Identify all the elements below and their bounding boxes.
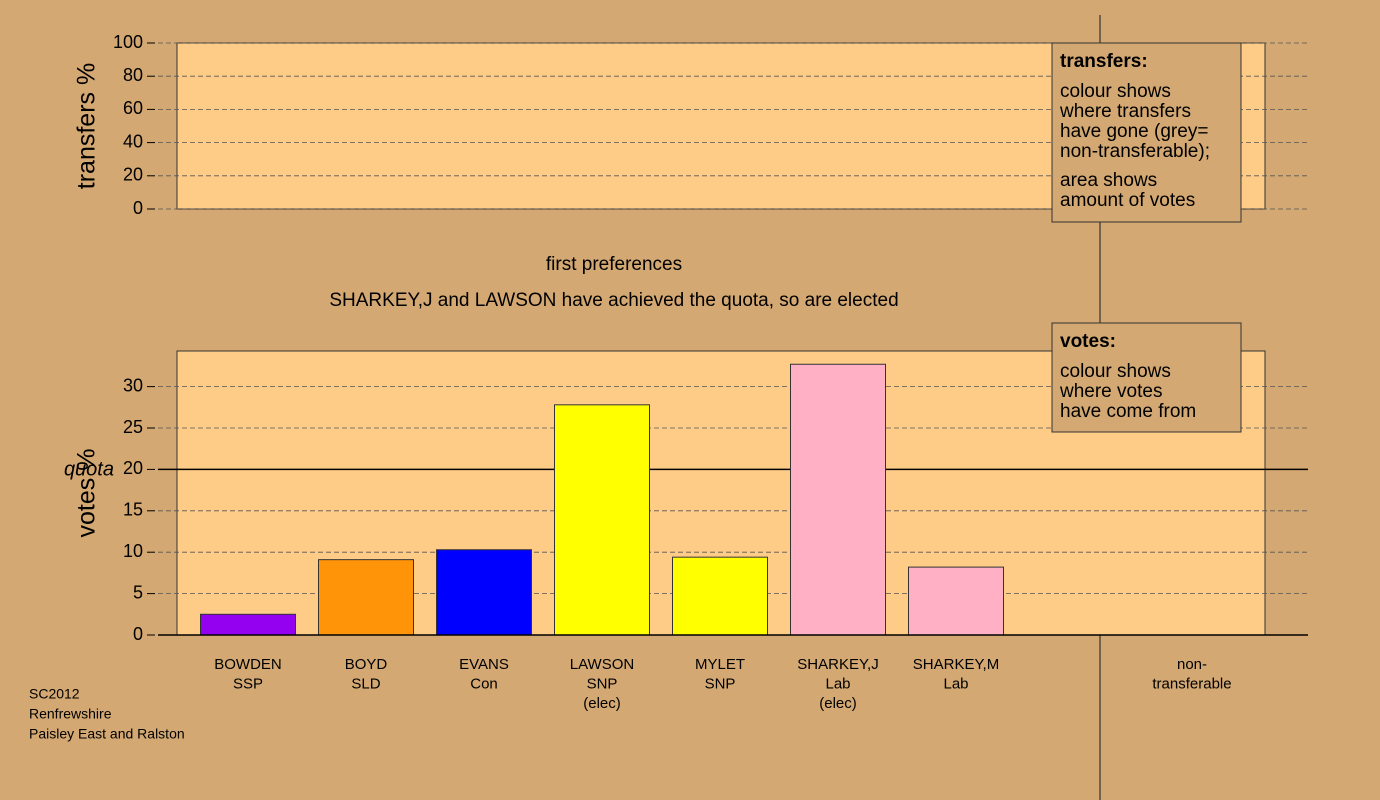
y-tick-label: 5 [133,582,143,602]
x-tick-label: MYLET [695,656,745,673]
x-tick-label: Lab [943,675,968,692]
y-tick-label: 15 [123,500,143,520]
x-tick-label: BOWDEN [214,656,282,673]
legend-box [1051,42,1242,223]
x-tick-label: SHARKEY,J [797,656,878,673]
legend-text: colour shows [1060,361,1171,382]
x-tick-label: SNP [705,675,736,692]
x-tick-label: SHARKEY,M [913,656,999,673]
footer-text: Paisley East and Ralston [29,726,185,742]
x-tick-label: SNP [587,675,618,692]
bar [790,363,886,636]
legend-text: have gone (grey= [1060,121,1208,142]
legend-title: transfers: [1060,51,1148,72]
y-tick-label: 0 [133,198,143,218]
bar [436,549,532,636]
legend-text: where transfers [1059,101,1191,122]
x-tick-label: transferable [1152,675,1231,692]
y-tick-label: 40 [123,131,143,151]
legend-text: have come from [1060,401,1196,422]
legend-title: votes: [1060,331,1116,352]
x-tick-label: SLD [351,675,380,692]
x-tick-label: (elec) [583,695,621,712]
chart-subtitle: SHARKEY,J and LAWSON have achieved the q… [329,290,898,311]
legend-text: area shows [1060,170,1157,191]
legend-text: amount of votes [1060,190,1195,211]
footer-text: SC2012 [29,686,80,702]
quota-label: quota [64,459,114,481]
footer-text: Renfrewshire [29,706,112,722]
bar [318,559,414,636]
legend-text: non-transferable); [1060,141,1210,162]
y-tick-label: 100 [113,32,143,52]
legend-text: where votes [1059,381,1162,402]
bar [672,556,768,636]
y-tick-label: 0 [133,624,143,644]
x-tick-label: LAWSON [570,656,634,673]
y-tick-label: 20 [123,165,143,185]
x-tick-label: non- [1177,656,1207,673]
y-tick-label: 10 [123,541,143,561]
x-tick-label: SSP [233,675,263,692]
x-tick-label: (elec) [819,695,857,712]
y-tick-label: 25 [123,417,143,437]
y-axis-label: transfers % [73,63,101,189]
y-tick-label: 20 [123,458,143,478]
y-tick-label: 60 [123,98,143,118]
bar [554,404,650,636]
bar [200,613,296,636]
x-tick-label: EVANS [459,656,509,673]
legend-text: colour shows [1060,81,1171,102]
legend-box [1051,322,1242,433]
y-tick-label: 80 [123,65,143,85]
bar [908,566,1004,636]
x-tick-label: Lab [825,675,850,692]
y-tick-label: 30 [123,375,143,395]
chart-title: first preferences [546,254,682,275]
y-axis-label: votes % [73,449,101,538]
x-tick-label: BOYD [345,656,388,673]
x-tick-label: Con [470,675,498,692]
